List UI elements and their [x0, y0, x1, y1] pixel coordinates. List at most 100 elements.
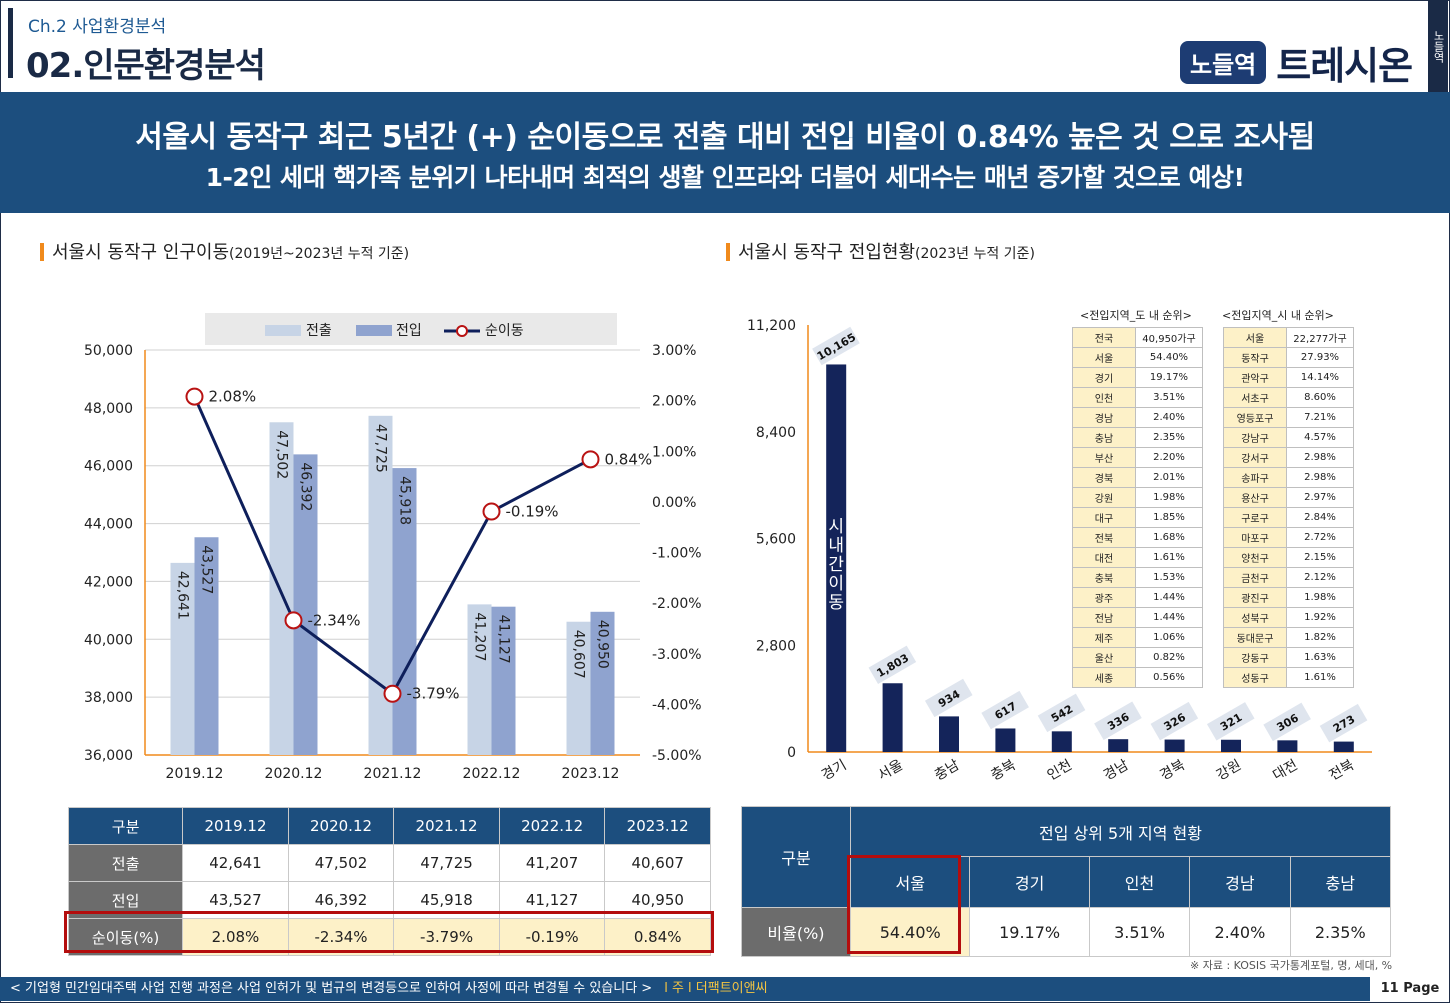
x-tick-label: 경남: [1101, 757, 1131, 784]
mini-table-value: 1.82%: [1286, 627, 1354, 648]
y-tick-label: 8,400: [756, 425, 796, 441]
mini-table-row: 서초구 8.60%: [1223, 387, 1354, 408]
bar-value-tag-bg: [1037, 693, 1086, 733]
table-cell: 0.84%: [604, 918, 711, 956]
bar-value-tag: 934: [924, 678, 973, 718]
mini-table-row: 송파구 2.98%: [1223, 467, 1354, 488]
mini-table-do: 전국 40,950가구 서울 54.40% 경기 19.17% 인천 3.51% 경남 2.40%…: [1072, 327, 1203, 688]
left-section-title: 서울시 동작구 인구이동(2019년~2023년 누적 기준): [40, 238, 409, 264]
mini-table-key: 경남: [1072, 407, 1136, 428]
mini-table-key: 충남: [1072, 427, 1136, 448]
mini-table-key: 양천구: [1223, 547, 1287, 568]
mini-table-row: 경기 19.17%: [1072, 367, 1203, 388]
y-tick-label: 5,600: [756, 532, 796, 548]
mini-table-value: 1.06%: [1135, 627, 1203, 648]
bar-value-tag: 10,165: [812, 326, 860, 366]
mini-table-value: 1.98%: [1286, 587, 1354, 608]
mini-table-value: 1.61%: [1135, 547, 1203, 568]
x-tick-label: 인천: [1045, 757, 1075, 784]
bar-value-label: 46,392: [298, 462, 314, 511]
mini-table-value: 0.56%: [1135, 667, 1203, 688]
footer-company: l 주 l 더팩트이앤씨: [664, 981, 768, 996]
mini-table-row: 전남 1.44%: [1072, 607, 1203, 628]
table-cell: 3.51%: [1088, 907, 1191, 957]
right-section-subtitle: (2023년 누적 기준): [915, 246, 1035, 262]
bar-value-tag-bg: [868, 645, 917, 685]
mini-table-value: 7.21%: [1286, 407, 1354, 428]
table-cell: 47,502: [287, 844, 395, 882]
mini-table-key: 구로구: [1223, 507, 1287, 528]
y2-tick-label: 3.00%: [652, 343, 696, 359]
net-movement-label: -2.34%: [308, 611, 361, 629]
mini-table-key: 동작구: [1223, 347, 1287, 368]
net-movement-label: -3.79%: [407, 685, 460, 703]
bar-value-label: 47,725: [373, 424, 389, 473]
mini-table-row: 용산구 2.97%: [1223, 487, 1354, 508]
x-tick-label: 2021.12: [364, 766, 422, 782]
chapter-accent-bar: [8, 8, 13, 78]
table-cell: 47,725: [393, 844, 500, 882]
bar-value-label: 47,502: [274, 430, 290, 479]
x-tick-label: 경북: [1157, 757, 1187, 784]
table-group-header: 전입 상위 5개 지역 현황: [850, 806, 1391, 857]
y2-tick-label: -5.00%: [652, 748, 702, 764]
page-title: 02.인문환경분석: [26, 46, 266, 86]
legend-label: 전출: [306, 323, 332, 339]
x-tick-label: 전북: [1327, 757, 1357, 784]
mini-table-row: 마포구 2.72%: [1223, 527, 1354, 548]
bar-value-label: 42,641: [175, 571, 191, 620]
table-header-row: 구분 전입 상위 5개 지역 현황: [741, 806, 1391, 908]
table-cell: -0.19%: [498, 918, 606, 956]
mini-table-key: 대전: [1072, 547, 1136, 568]
x-tick-label: 2023.12: [562, 766, 620, 782]
table-cell: -3.79%: [393, 918, 500, 956]
bar-value-tag: 321: [1206, 702, 1255, 741]
mini-table-value: 2.01%: [1135, 467, 1203, 488]
logo-badge: 노들역: [1180, 40, 1267, 84]
bar-out: [467, 604, 492, 755]
bar-value-label: 40,607: [571, 630, 587, 679]
x-tick-label: 2020.12: [265, 766, 323, 782]
mini-table-value: 19.17%: [1135, 367, 1203, 388]
mini-table-key: 전국: [1072, 327, 1136, 348]
mini-table-row: 전북 1.68%: [1072, 527, 1203, 548]
region-bar: [1333, 741, 1354, 752]
mini-table-row: 성북구 1.92%: [1223, 607, 1354, 628]
mini-table-row: 울산 0.82%: [1072, 647, 1203, 668]
mini-table-row: 세종 0.56%: [1072, 667, 1203, 688]
table-header-cell: 2019.12: [182, 807, 289, 845]
bar-annotation-char: 내: [828, 536, 844, 556]
net-movement-point: [284, 611, 303, 630]
headline-sub: 1-2인 세대 핵가족 분위기 나타내며 최적의 생활 인프라와 더불어 세대수…: [205, 163, 1245, 192]
mini-table-key: 광주: [1072, 587, 1136, 608]
source-note: ※ 자료 : KOSIS 국가통계포털, 명, 세대, %: [1190, 959, 1393, 972]
y2-tick-label: -2.00%: [652, 596, 702, 612]
x-tick-label: 충남: [932, 757, 962, 784]
y2-tick-label: -3.00%: [652, 647, 702, 663]
y-tick-label: 2,800: [756, 638, 796, 654]
side-tab[interactable]: 노들역: [1428, 0, 1448, 92]
bar-value-tag-bg: [812, 326, 860, 366]
mini-table-key: 강원: [1072, 487, 1136, 508]
mini-table-key: 경기: [1072, 367, 1136, 388]
mini-table-key: 강남구: [1223, 427, 1287, 448]
mini-table-key: 서울: [1072, 347, 1136, 368]
bar-annotation-char: 이: [828, 574, 844, 594]
y2-tick-label: 1.00%: [652, 444, 696, 460]
table-header-row: 구분 2019.12 2020.12 2021.12 2022.12 2023.12: [67, 807, 711, 845]
bar-in: [293, 454, 318, 755]
net-movement-label: -0.19%: [506, 502, 559, 520]
logo-text: 트레시온: [1276, 43, 1413, 88]
bar-in: [590, 611, 615, 755]
y2-tick-label: 0.00%: [652, 495, 696, 511]
bar-out: [566, 621, 591, 755]
mini-table-value: 1.85%: [1135, 507, 1203, 528]
net-movement-point: [482, 502, 501, 521]
y-tick-label: 46,000: [84, 459, 133, 475]
mini-table-row: 경북 2.01%: [1072, 467, 1203, 488]
mini-table-value: 54.40%: [1135, 347, 1203, 368]
mini-table-key: 서초구: [1223, 387, 1287, 408]
mini-table-row: 동작구 27.93%: [1223, 347, 1354, 368]
mini-table-value: 2.12%: [1286, 567, 1354, 588]
bar-value-tag-bg: [924, 678, 973, 718]
